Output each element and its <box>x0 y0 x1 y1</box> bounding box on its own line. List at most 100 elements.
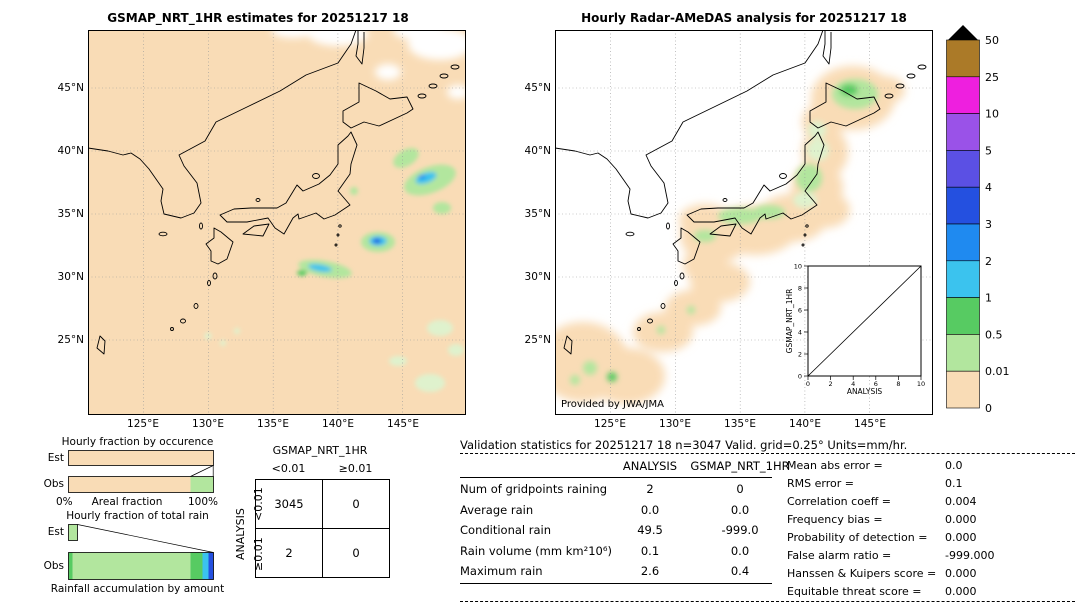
stats-gsmap-value: 0 <box>736 482 744 497</box>
metric-row: Frequency bias = 0.000 <box>787 511 994 529</box>
inset-x-tick: 0 <box>806 380 810 388</box>
stats-analysis-value: 0.0 <box>640 502 660 517</box>
lon-label: 140°E <box>789 418 821 430</box>
stats-row-label: Rain volume (mm km²10⁶) <box>460 543 612 558</box>
stats-analysis-value: 2 <box>646 482 654 497</box>
lat-label: 40°N <box>524 145 551 157</box>
inset-y-tick: 0 <box>798 373 802 381</box>
metric-row: RMS error = 0.1 <box>787 475 994 493</box>
lat-label: 30°N <box>57 271 84 283</box>
inset-y-tick: 8 <box>798 285 802 293</box>
stats-gsmap-value: 0.0 <box>730 543 750 558</box>
stats-table: Num of gridpoints raining 2 0 Average ra… <box>460 479 790 582</box>
inset-y-tick: 10 <box>794 263 802 271</box>
contingency-column-labels: <0.01 ≥0.01 <box>255 462 389 475</box>
lon-label: 140°E <box>322 418 354 430</box>
stats-header-row: ANALYSIS GSMAP_NRT_1HR <box>460 459 790 473</box>
lon-label: 145°E <box>387 418 419 430</box>
inset-x-tick: 8 <box>896 380 900 388</box>
stats-row: Rain volume (mm km²10⁶) 0.1 0.0 <box>460 541 790 562</box>
lat-label: 45°N <box>524 82 551 94</box>
map-frame <box>555 30 933 415</box>
contingency-row-label: <0.01 <box>252 487 265 521</box>
metric-value: 0.000 <box>945 584 977 598</box>
map-frame <box>88 30 466 415</box>
totalrain-caption: Rainfall accumulation by amount <box>50 583 225 595</box>
x-axis-title: Areal fraction <box>91 496 163 508</box>
stats-header-underline <box>460 477 772 478</box>
stats-col1-header: ANALYSIS <box>622 459 678 473</box>
inset-x-tick: 10 <box>917 380 925 388</box>
right-map: 0 2 4 6 8 10 0 2 4 6 8 10 ANALYSIS GSMAP… <box>555 30 933 415</box>
stats-row-label: Conditional rain <box>460 523 552 538</box>
svg-text:0.5: 0.5 <box>985 328 1003 341</box>
identity-line <box>807 265 922 377</box>
contingency-row-label: ≥0.01 <box>252 537 265 571</box>
left-map-title: GSMAP_NRT_1HR estimates for 20251217 18 <box>107 11 409 25</box>
contingency-cell: 3045 <box>255 479 323 529</box>
obs-row-label: Obs <box>43 560 64 572</box>
stats-title: Validation statistics for 20251217 18 n=… <box>460 438 908 452</box>
metric-row: Equitable threat score = 0.000 <box>787 582 994 600</box>
svg-text:5: 5 <box>985 144 992 157</box>
stats-row: Num of gridpoints raining 2 0 <box>460 479 790 500</box>
metric-value: 0.000 <box>945 513 977 527</box>
metric-label: Correlation coeff = <box>787 495 891 509</box>
metric-value: -999.000 <box>945 548 995 562</box>
metric-row: Mean abs error = 0.0 <box>787 457 994 475</box>
svg-text:0.01: 0.01 <box>985 365 1010 378</box>
coastlines <box>555 30 927 355</box>
stats-row: Maximum rain 2.6 0.4 <box>460 561 790 582</box>
contingency-col-label: <0.01 <box>271 462 306 475</box>
lon-label: 130°E <box>192 418 224 430</box>
metric-value: 0.000 <box>945 566 977 580</box>
colorbar-segments <box>946 39 980 409</box>
metric-row: Hanssen & Kuipers score = 0.000 <box>787 564 994 582</box>
metric-row: False alarm ratio = -999.000 <box>787 546 994 564</box>
lat-label: 25°N <box>524 334 551 346</box>
metric-label: False alarm ratio = <box>787 548 892 562</box>
metric-label: Equitable threat score = <box>787 584 922 598</box>
stats-gsmap-value: -999.0 <box>721 523 759 538</box>
contingency-col-label: ≥0.01 <box>338 462 373 475</box>
inset-y-axis-label: GSMAP_NRT_1HR <box>785 289 794 354</box>
totalrain-chart-title: Hourly fraction of total rain <box>66 510 209 522</box>
stats-row-label: Maximum rain <box>460 564 543 579</box>
x-axis-max-label: 100% <box>188 496 219 508</box>
lon-label: 125°E <box>127 418 159 430</box>
contingency-cell: 2 <box>255 528 323 578</box>
lat-label: 25°N <box>57 334 84 346</box>
metric-value: 0.0 <box>945 459 963 473</box>
lon-label: 145°E <box>854 418 886 430</box>
contingency-table: 3045 0 2 0 <box>255 479 390 578</box>
lon-label: 135°E <box>724 418 756 430</box>
lon-label: 130°E <box>659 418 691 430</box>
obs-row-label: Obs <box>43 478 64 490</box>
metric-row: Probability of detection = 0.000 <box>787 529 994 547</box>
lat-label: 35°N <box>57 208 84 220</box>
metric-label: Probability of detection = <box>787 531 928 544</box>
lat-label: 45°N <box>57 82 84 94</box>
metric-value: 0.1 <box>945 477 963 491</box>
left-map <box>88 30 466 415</box>
svg-text:50: 50 <box>985 34 999 47</box>
svg-text:1: 1 <box>985 292 992 305</box>
metric-row: Correlation coeff = 0.004 <box>787 493 994 511</box>
estimated-rain-patches <box>204 148 464 392</box>
stats-row: Conditional rain 49.5 -999.0 <box>460 520 790 541</box>
inset-x-axis-label: ANALYSIS <box>847 387 883 396</box>
metric-label: Mean abs error = <box>787 459 883 473</box>
lat-label: 35°N <box>524 208 551 220</box>
inset-y-tick: 2 <box>798 351 802 359</box>
lat-label: 40°N <box>57 145 84 157</box>
svg-text:4: 4 <box>985 181 992 194</box>
credit-text: Provided by JWA/JMA <box>561 399 664 410</box>
contingency-row-group-label: ANALYSIS <box>234 508 247 560</box>
colorbar-labels: 50 25 10 5 4 3 2 1 0.5 0.01 0 <box>985 34 1010 415</box>
occurrence-chart-title: Hourly fraction by occurence <box>61 436 214 448</box>
stats-analysis-value: 2.6 <box>640 564 660 579</box>
stats-analysis-value: 49.5 <box>637 523 663 538</box>
metric-label: Hanssen & Kuipers score = <box>787 566 937 580</box>
metric-value: 0.004 <box>945 495 977 509</box>
contingency-cell: 0 <box>322 528 390 578</box>
